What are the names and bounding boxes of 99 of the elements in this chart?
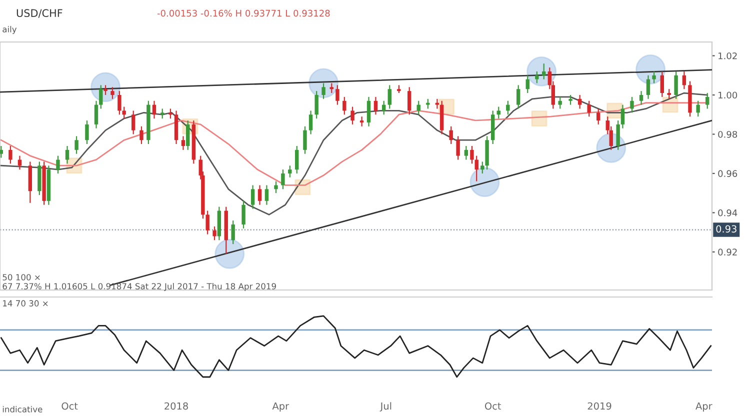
annotation: 50 100 × (2, 274, 40, 280)
candlestick (639, 90, 644, 106)
candlestick (470, 145, 474, 164)
candlestick (682, 70, 686, 90)
candlestick (186, 120, 190, 150)
candlestick (646, 74, 650, 100)
candlestick (295, 145, 299, 174)
ref-line-label: 0.93 (716, 225, 736, 233)
candlestick (104, 84, 108, 96)
x-tick-label: Apr (272, 402, 290, 412)
candlestick (264, 184, 269, 206)
candlestick (181, 136, 186, 150)
candlestick (122, 106, 126, 120)
x-tick-label: Oct (62, 402, 78, 410)
candlestick (65, 145, 70, 164)
candlestick (506, 100, 510, 116)
candlestick (652, 70, 656, 84)
candlestick (535, 70, 539, 84)
candlestick (94, 100, 98, 129)
candlestick (464, 145, 468, 160)
candlestick (426, 98, 430, 110)
y-tick-label: 1.00 (718, 92, 738, 99)
candlestick (330, 82, 334, 94)
candlestick (596, 108, 600, 125)
candlestick (435, 98, 440, 110)
candlestick (587, 100, 591, 118)
annotation: 67 7.37% H 1.01605 L 0.91874 Sat 22 Jul 2017 - Thu 18 Apr 2019 (2, 282, 276, 292)
candlestick (526, 74, 530, 94)
candlestick (360, 116, 364, 127)
text: aily (2, 26, 17, 34)
candlestick (308, 110, 313, 135)
candlestick (407, 86, 412, 116)
text: 14 70 30 × (3, 300, 48, 306)
candlestick (480, 161, 484, 174)
y-tick-label: 0.96 (718, 170, 738, 178)
candlestick (660, 70, 664, 98)
x-tick-label: 2019 (588, 402, 612, 410)
candlestick (314, 90, 318, 120)
candlestick (542, 63, 546, 80)
candlestick (231, 220, 235, 245)
candlestick (366, 96, 371, 127)
candlestick (160, 108, 164, 120)
candlestick (8, 145, 12, 164)
y-tick-label: 1.02 (718, 52, 737, 60)
candlestick (496, 106, 500, 120)
candlestick (110, 86, 114, 100)
candlestick (374, 96, 378, 116)
candlestick (474, 155, 478, 182)
candlestick (118, 90, 122, 116)
chart-subtitle: -0.00153 -0.16% H 0.93771 L 0.93128 (157, 10, 330, 17)
chart-title: USD/CHF (16, 9, 62, 18)
candlestick (620, 104, 625, 129)
candlestick (242, 200, 246, 229)
point (214, 238, 245, 269)
candlestick (18, 155, 22, 170)
x-tick-label: Oct (484, 402, 502, 410)
candlestick (206, 210, 210, 235)
candlestick (56, 155, 60, 174)
candlestick (132, 110, 136, 135)
candlestick (516, 84, 520, 110)
candlestick (630, 96, 634, 114)
x-tick-label: 2018 (164, 402, 188, 410)
candlestick (456, 136, 460, 160)
point (470, 167, 500, 198)
candlestick (250, 184, 255, 210)
candlestick (674, 70, 678, 100)
candlestick (99, 84, 103, 110)
candlestick (350, 106, 354, 125)
candlestick (696, 100, 700, 118)
candlestick (342, 96, 346, 116)
y-tick-label: 0.92 (718, 248, 737, 256)
candlestick (322, 82, 326, 100)
candlestick (667, 88, 671, 100)
candlestick (578, 94, 582, 110)
x-tick-label: Jul (380, 402, 392, 412)
candlestick (388, 84, 392, 110)
candlestick (303, 126, 307, 154)
candlestick (281, 168, 285, 190)
candlestick (0, 145, 4, 158)
candlestick (74, 136, 78, 154)
candlestick (140, 126, 144, 145)
x-tick-label: Apr (696, 402, 712, 412)
candlestick (168, 108, 172, 120)
candlestick (85, 120, 89, 145)
candlestick (706, 92, 710, 110)
candlestick (616, 120, 620, 150)
candlestick (152, 100, 156, 120)
candlestick (449, 126, 453, 145)
y-tick-label: 0.94 (718, 209, 738, 216)
candlestick (568, 94, 572, 106)
point (531, 110, 548, 126)
candlestick (274, 180, 278, 194)
candlestick (336, 84, 340, 106)
candlestick (258, 184, 262, 206)
text: indicative (2, 406, 42, 412)
y-tick-label: 0.98 (718, 130, 738, 138)
candlestick (558, 96, 562, 110)
candlestick (212, 226, 216, 241)
candlestick (288, 165, 292, 178)
